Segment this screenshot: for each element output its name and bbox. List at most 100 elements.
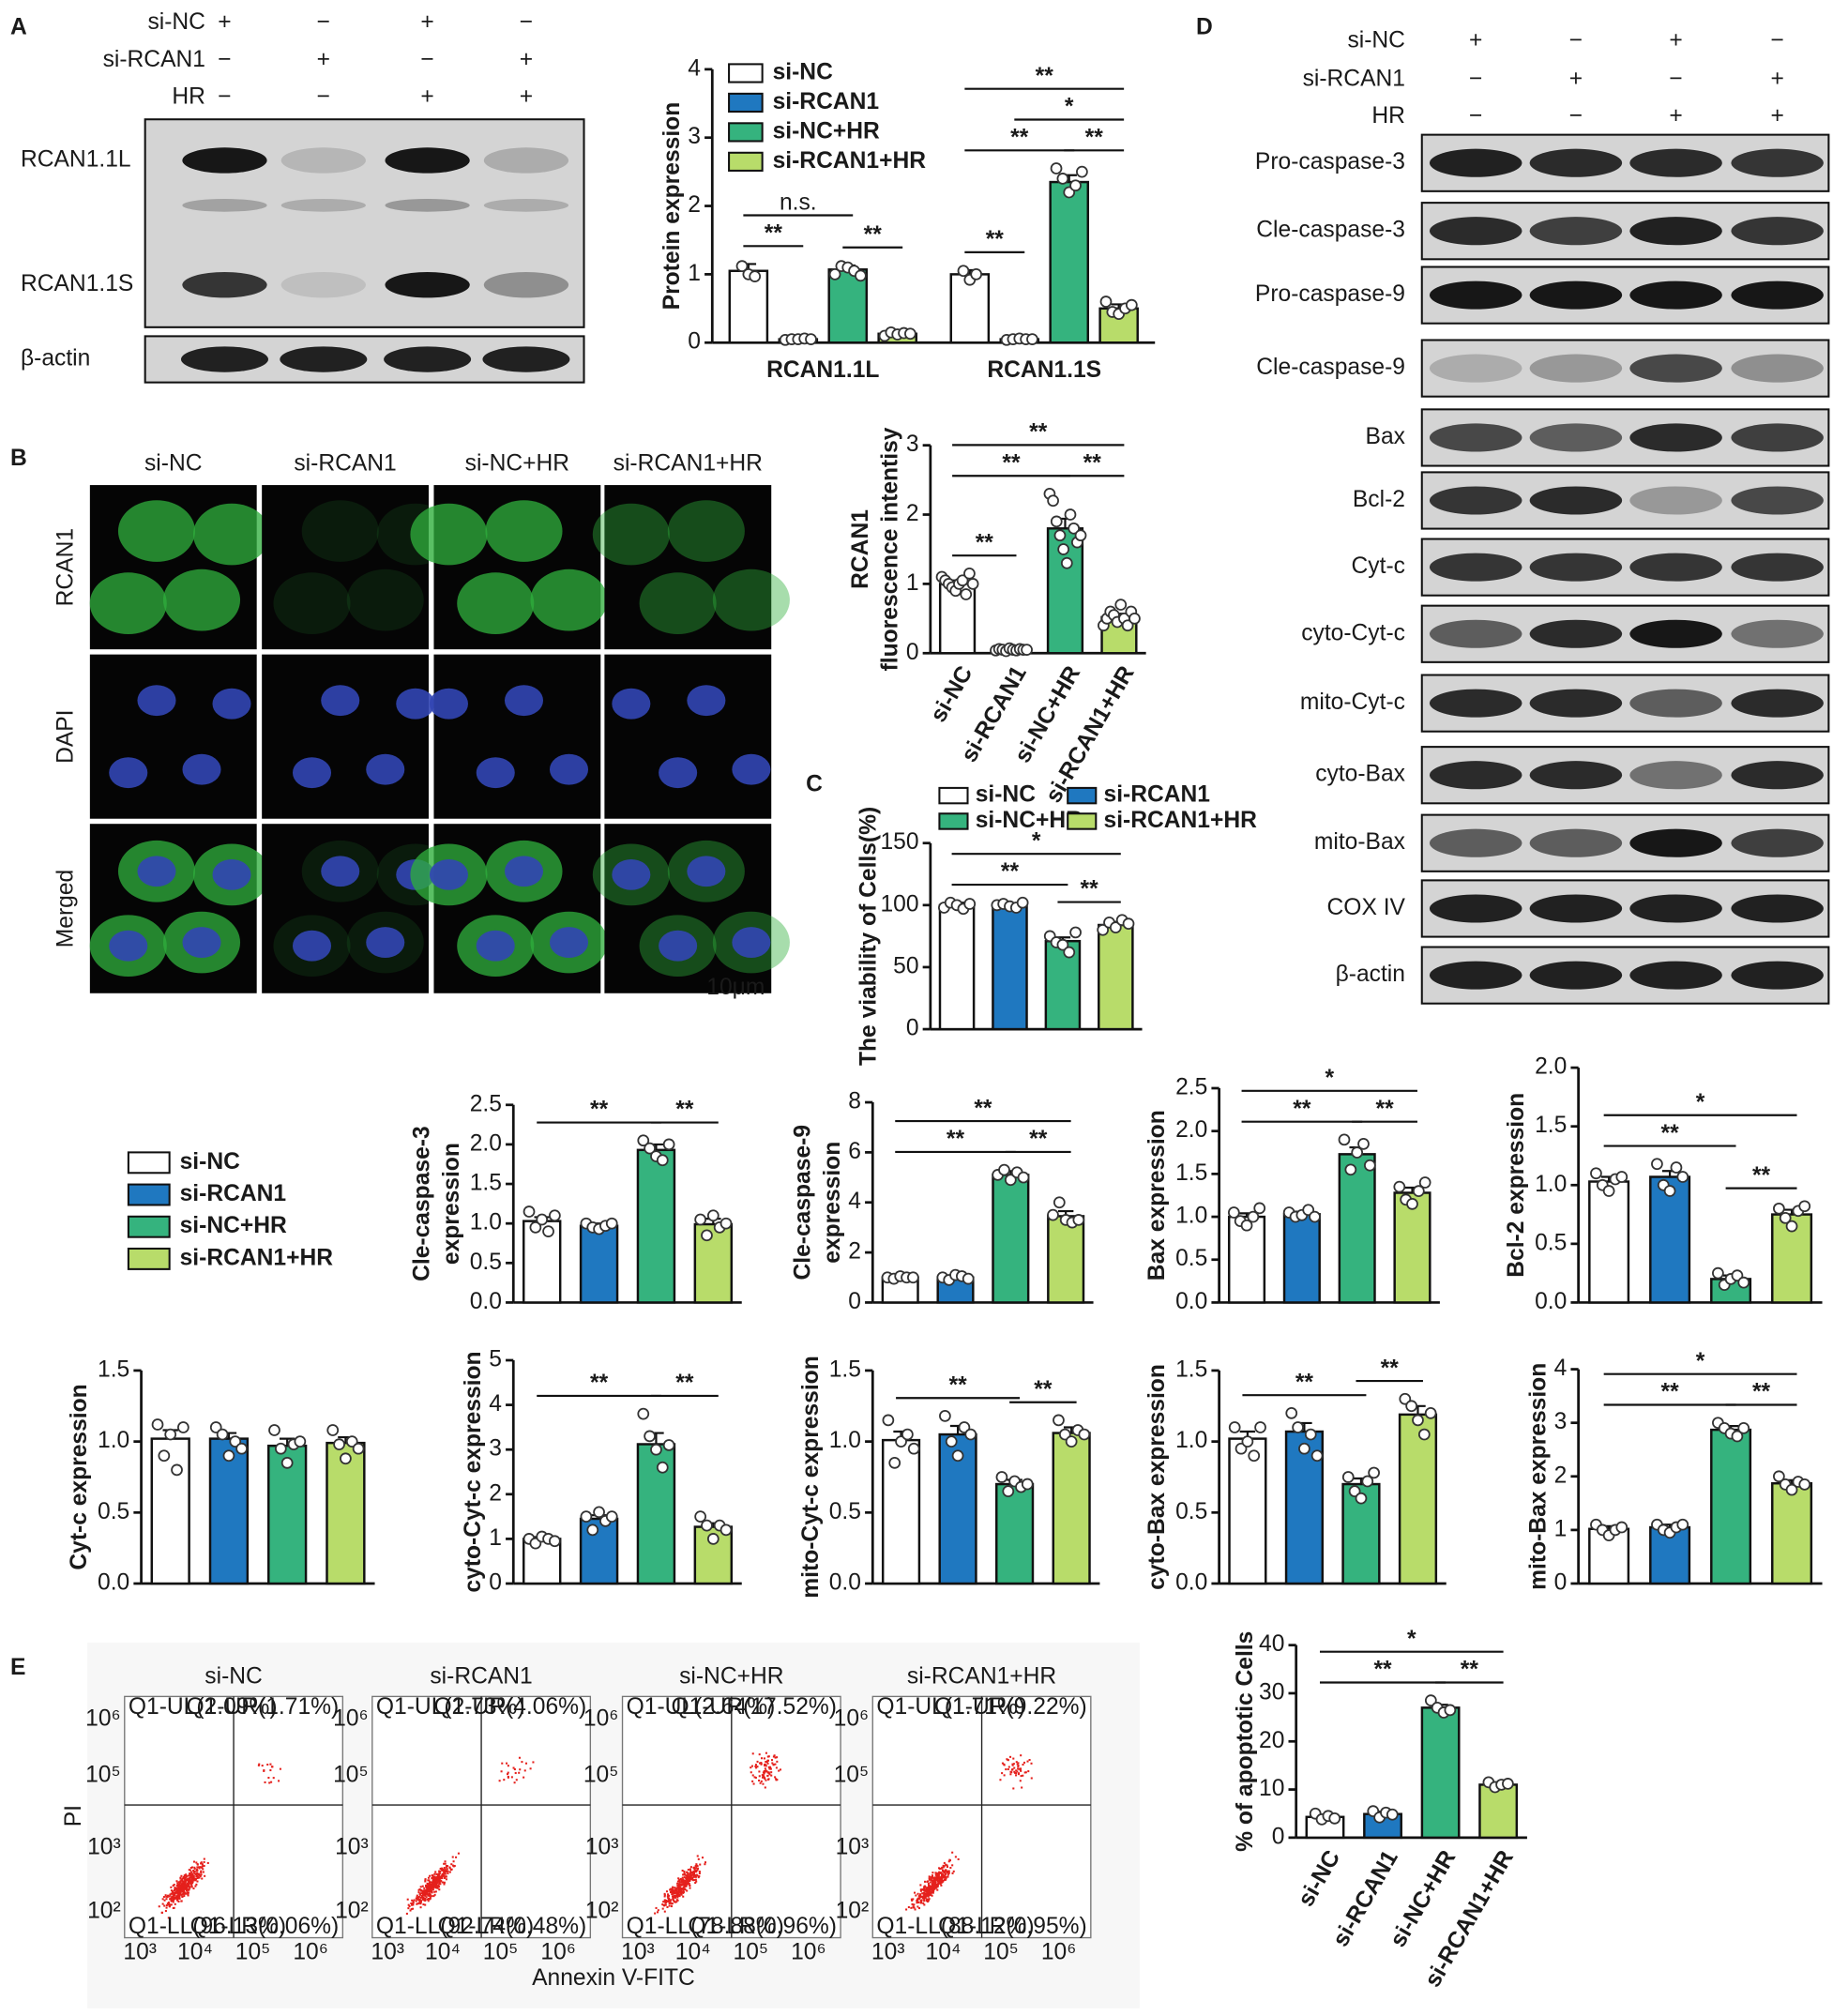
- significance-label: **: [1083, 450, 1102, 476]
- data-point: [1021, 644, 1033, 656]
- flow-event: [187, 1881, 190, 1884]
- flow-event: [428, 1882, 431, 1885]
- flow-event: [168, 1895, 171, 1898]
- flow-event: [176, 1887, 179, 1889]
- y-axis-label: Bcl-2 expression: [1504, 1093, 1529, 1278]
- flow-event: [682, 1887, 685, 1890]
- flow-x-tick: 10⁵: [734, 1939, 769, 1964]
- flow-event: [440, 1875, 443, 1878]
- flow-event: [167, 1894, 170, 1897]
- flow-event: [186, 1891, 189, 1894]
- flow-event: [457, 1852, 460, 1855]
- blot-band: [1529, 961, 1623, 990]
- blot-band: [1731, 894, 1824, 923]
- data-point: [1076, 165, 1088, 178]
- flow-event: [165, 1895, 168, 1898]
- quadrant-label: Q1-UR(1.71%): [186, 1694, 339, 1720]
- flow-event: [518, 1771, 521, 1774]
- flow-event: [678, 1891, 681, 1894]
- flow-event: [926, 1898, 929, 1901]
- flow-event: [418, 1893, 421, 1896]
- flow-event: [944, 1872, 947, 1875]
- blot-band: [385, 199, 470, 212]
- flow-event: [441, 1881, 445, 1884]
- flow-event: [692, 1875, 695, 1878]
- flow-event: [422, 1893, 425, 1896]
- data-point: [326, 1424, 340, 1436]
- flow-event: [765, 1751, 767, 1754]
- flow-event: [932, 1891, 934, 1894]
- flow-event: [439, 1870, 442, 1872]
- bar: [1393, 1191, 1431, 1304]
- y-tick-label: 0.0: [1535, 1289, 1567, 1314]
- y-tick-label: 0: [906, 640, 919, 665]
- flow-event: [187, 1893, 189, 1896]
- y-axis-label: expression: [439, 1143, 464, 1265]
- x-tick-label: si-NC: [926, 661, 978, 726]
- y-axis-label: mito-Bax expression: [1525, 1363, 1551, 1590]
- significance-label: **: [1661, 1121, 1680, 1146]
- flow-event: [1001, 1762, 1004, 1765]
- flow-event: [765, 1779, 767, 1781]
- flow-event: [420, 1894, 423, 1898]
- flow-event: [426, 1885, 429, 1887]
- flow-event: [186, 1882, 189, 1885]
- cell-nucleus: [659, 930, 698, 962]
- flow-event: [435, 1880, 439, 1883]
- data-point: [1026, 333, 1038, 345]
- data-point: [1351, 1146, 1364, 1159]
- cell-nucleus: [137, 685, 176, 717]
- flow-event: [931, 1876, 933, 1879]
- y-tick-label: 1: [1554, 1516, 1568, 1541]
- flow-event: [279, 1767, 281, 1770]
- significance-label: **: [1373, 1658, 1392, 1683]
- condition-sign: −: [1770, 27, 1783, 53]
- flow-event: [425, 1896, 428, 1899]
- blot-band: [182, 271, 267, 298]
- flow-event: [750, 1765, 753, 1767]
- y-tick-label: 1.5: [1535, 1113, 1567, 1138]
- flow-event: [198, 1876, 201, 1879]
- flow-event: [1010, 1771, 1013, 1774]
- data-point: [1779, 1211, 1792, 1224]
- flow-event: [189, 1875, 192, 1878]
- flow-event: [432, 1877, 435, 1880]
- blot-band: [1529, 761, 1623, 790]
- flow-event: [436, 1887, 439, 1889]
- flow-event: [772, 1764, 775, 1766]
- flow-event: [939, 1883, 942, 1886]
- data-point: [216, 1428, 229, 1441]
- flow-event: [170, 1886, 173, 1888]
- flow-event: [687, 1875, 689, 1878]
- flow-event: [943, 1865, 946, 1868]
- flow-event: [165, 1906, 168, 1909]
- flow-event: [410, 1908, 413, 1911]
- flow-event: [767, 1766, 770, 1768]
- flow-event: [1030, 1777, 1033, 1780]
- flow-event: [435, 1872, 438, 1875]
- cell-cytoplasm: [712, 568, 790, 631]
- blot-band: [280, 346, 368, 372]
- flow-y-tick: 10⁵: [85, 1763, 121, 1788]
- flow-event: [514, 1771, 517, 1775]
- flow-event: [1015, 1772, 1018, 1775]
- cell-cytoplasm: [530, 568, 608, 631]
- flow-event: [945, 1878, 947, 1881]
- condition-sign: +: [317, 47, 330, 72]
- flow-event: [669, 1888, 672, 1891]
- flow-event: [184, 1878, 187, 1881]
- flow-event: [919, 1884, 922, 1887]
- flow-event: [772, 1755, 775, 1758]
- cell-nucleus: [732, 753, 771, 785]
- flow-event: [174, 1891, 177, 1894]
- flow-event: [424, 1880, 427, 1883]
- significance-label: **: [590, 1371, 609, 1396]
- data-point: [1368, 1466, 1380, 1479]
- blot-band: [483, 147, 569, 174]
- flow-event: [444, 1872, 447, 1875]
- flow-x-tick: 10⁴: [926, 1939, 962, 1964]
- flow-event: [187, 1884, 190, 1887]
- flow-event: [768, 1766, 772, 1768]
- flow-event: [200, 1861, 203, 1864]
- flow-event: [190, 1878, 193, 1881]
